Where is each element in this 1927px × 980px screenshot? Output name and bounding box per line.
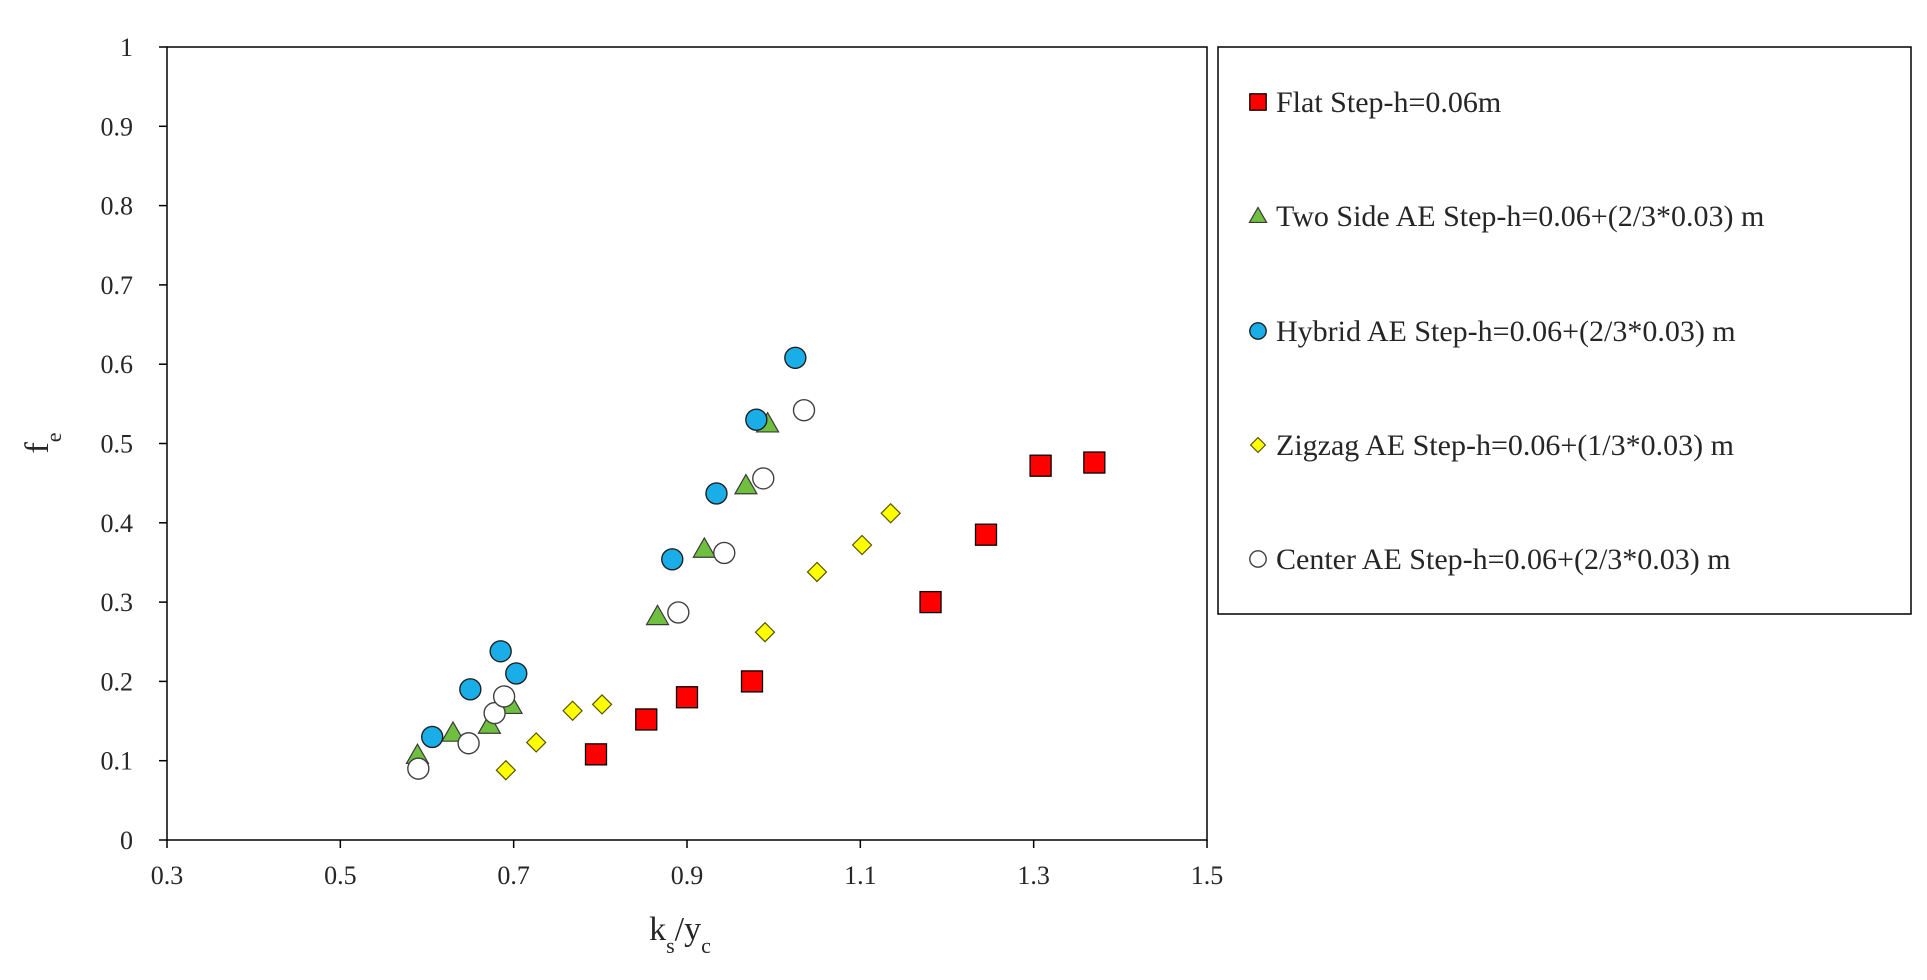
y-tick-label: 0.2	[101, 667, 134, 696]
legend-marker-square	[1249, 93, 1267, 111]
y-tick-label: 0.3	[101, 588, 134, 617]
y-tick-label: 0	[120, 826, 133, 855]
legend-label: Center AE Step-h=0.06+(2/3*0.03) m	[1276, 543, 1731, 576]
data-point-diamond	[851, 534, 873, 556]
data-point-diamond	[754, 621, 776, 643]
legend-item: Center AE Step-h=0.06+(2/3*0.03) m	[1249, 543, 1731, 576]
y-axis: 0 0.1 0.2 0.3 0.4 0.5 0.6 0.7 0.8 0.9 1	[101, 33, 167, 855]
series-5	[407, 398, 816, 780]
data-point-square	[1029, 454, 1052, 477]
legend-marker-circle	[1249, 322, 1267, 340]
y-tick-label: 0.6	[101, 350, 134, 379]
legend: Flat Step-h=0.06m Two Side AE Step-h=0.06…	[1217, 46, 1912, 615]
data-point-square	[635, 708, 658, 731]
data-point-square	[1083, 451, 1106, 474]
data-point-circle	[745, 408, 768, 431]
data-point-circle	[505, 662, 528, 685]
legend-box	[1217, 46, 1912, 615]
x-tick-label: 0.7	[497, 861, 530, 890]
legend-marker-triangle	[1248, 206, 1268, 224]
legend-item: Hybrid AE Step-h=0.06+(2/3*0.03) m	[1249, 315, 1736, 348]
data-point-open-circle	[792, 398, 816, 422]
x-axis: 0.3 0.5 0.7 0.9 1.1 1.3 1.5	[151, 840, 1224, 890]
data-point-circle	[421, 725, 444, 749]
legend-label: Hybrid AE Step-h=0.06+(2/3*0.03) m	[1276, 315, 1736, 348]
x-tick-label: 0.5	[324, 861, 357, 890]
x-tick-label: 0.3	[151, 861, 184, 890]
y-tick-label: 1	[120, 33, 133, 62]
data-point-triangle	[733, 473, 758, 495]
y-tick-label: 0.7	[101, 271, 134, 300]
data-point-diamond	[495, 759, 517, 781]
legend-label: Zigzag AE Step-h=0.06+(1/3*0.03) m	[1276, 429, 1734, 462]
legend-marker-diamond	[1249, 436, 1267, 454]
y-tick-label: 0.4	[101, 509, 134, 538]
data-point-circle	[661, 548, 684, 571]
series-4	[495, 502, 902, 781]
y-tick-label: 0.5	[101, 430, 134, 459]
data-point-open-circle	[752, 467, 775, 490]
data-point-diamond	[562, 700, 583, 722]
legend-item: Two Side AE Step-h=0.06+(2/3*0.03) m	[1248, 200, 1764, 233]
data-point-triangle	[645, 604, 670, 626]
data-point-circle	[489, 640, 512, 663]
data-point-square	[974, 523, 998, 546]
legend-label: Two Side AE Step-h=0.06+(2/3*0.03) m	[1276, 200, 1764, 233]
data-point-diamond	[591, 694, 613, 715]
data-point-open-circle	[457, 732, 480, 755]
legend-label: Flat Step-h=0.06m	[1276, 86, 1501, 119]
data-point-triangle	[440, 720, 466, 742]
series-3	[421, 346, 807, 749]
data-point-diamond	[806, 561, 828, 583]
y-tick-label: 0.1	[101, 747, 134, 776]
data-point-square	[675, 686, 699, 709]
y-tick-label: 0.9	[101, 112, 134, 141]
data-point-circle	[459, 678, 482, 701]
x-tick-label: 1.1	[844, 861, 877, 890]
data-point-square	[919, 590, 942, 614]
data-point-diamond	[880, 502, 902, 524]
data-point-open-circle	[483, 701, 506, 725]
data-point-open-circle	[713, 541, 736, 565]
x-tick-label: 1.5	[1191, 861, 1224, 890]
legend-item: Flat Step-h=0.06m	[1249, 86, 1501, 119]
plot-area	[166, 46, 1208, 841]
x-tick-label: 0.9	[671, 861, 704, 890]
data-point-open-circle	[407, 757, 430, 780]
data-point-open-circle	[667, 601, 690, 624]
y-tick-label: 0.8	[101, 192, 134, 221]
data-point-open-circle	[492, 685, 516, 708]
legend-marker-open-circle	[1249, 550, 1267, 568]
series-1	[584, 451, 1106, 766]
plot-markers	[405, 346, 1106, 781]
x-tick-label: 1.3	[1017, 861, 1050, 890]
data-point-triangle	[692, 536, 717, 558]
data-point-diamond	[525, 732, 547, 753]
data-point-circle	[784, 346, 807, 370]
legend-item: Zigzag AE Step-h=0.06+(1/3*0.03) m	[1249, 429, 1734, 462]
data-point-circle	[705, 482, 728, 505]
y-axis-title: fe	[19, 432, 66, 453]
data-point-square	[740, 670, 764, 693]
x-axis-title: ks/yc	[649, 911, 711, 958]
data-point-square	[584, 743, 608, 766]
